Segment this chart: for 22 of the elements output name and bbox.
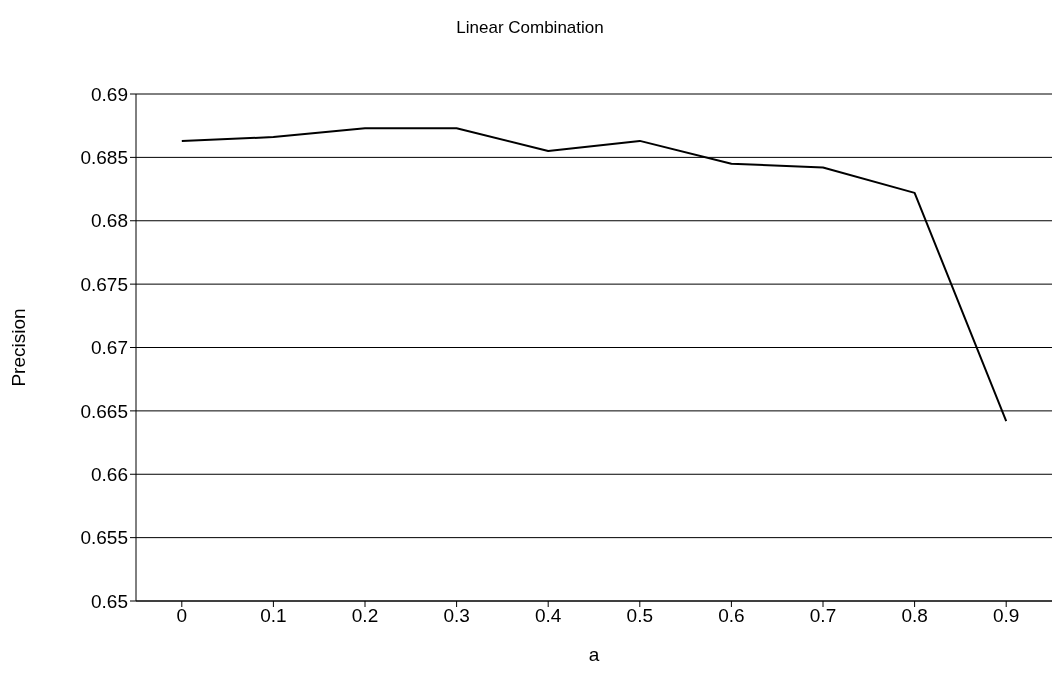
y-tick-label: 0.685: [80, 147, 128, 169]
y-tick-label: 0.67: [91, 337, 128, 359]
x-axis-title: a: [588, 644, 600, 665]
y-tick-label: 0.65: [91, 590, 128, 612]
y-tick-label: 0.655: [80, 527, 128, 549]
y-tick-label: 0.66: [91, 463, 128, 485]
x-tick-label: 0.9: [992, 605, 1020, 627]
y-tick-label: 0.675: [80, 273, 128, 295]
x-tick-label: 0.6: [718, 605, 745, 627]
y-axis-title: Precision: [7, 308, 29, 387]
x-tick-label: 0.1: [260, 605, 287, 627]
x-tick-label: 0.7: [809, 605, 837, 627]
y-tick-label: 0.68: [91, 210, 128, 232]
x-tick-label: 0.2: [351, 605, 379, 627]
x-tick-label: 0: [176, 605, 188, 627]
x-tick-label: 0.3: [443, 605, 470, 627]
y-tick-label: 0.665: [80, 400, 128, 422]
x-tick-label: 0.4: [534, 605, 562, 627]
x-tick-label: 0.5: [626, 605, 654, 627]
chart-title: Linear Combination: [455, 18, 605, 38]
x-tick-label: 0.8: [901, 605, 928, 627]
y-tick-label: 0.69: [91, 83, 128, 105]
